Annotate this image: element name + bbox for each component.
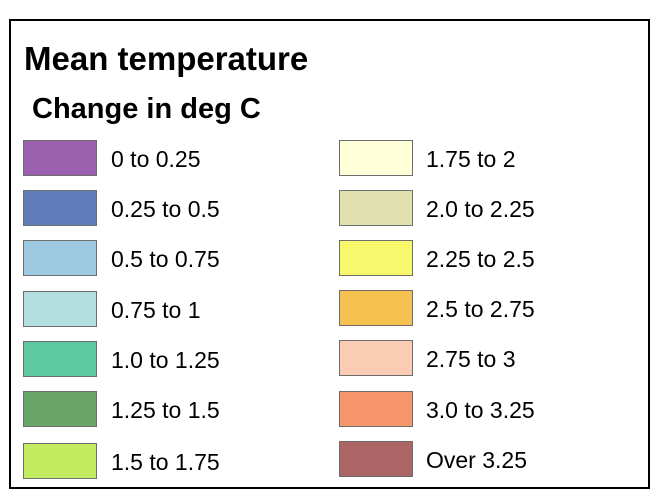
legend-item-label: 0.5 to 0.75 <box>111 246 220 272</box>
color-swatch <box>23 391 97 427</box>
color-swatch <box>339 290 413 326</box>
color-swatch <box>339 441 413 477</box>
legend-item: 2.0 to 2.25 <box>339 190 639 228</box>
legend-item-label: 2.0 to 2.25 <box>426 196 535 222</box>
legend-item-label: 2.5 to 2.75 <box>426 296 535 322</box>
legend-item: 0.25 to 0.5 <box>23 190 323 228</box>
legend-item-label: 0.75 to 1 <box>111 297 201 323</box>
color-swatch <box>339 240 413 276</box>
color-swatch <box>339 140 413 176</box>
color-swatch <box>339 190 413 226</box>
legend-item-label: 2.75 to 3 <box>426 346 516 372</box>
legend-item: 0.75 to 1 <box>23 291 323 329</box>
color-swatch <box>23 443 97 479</box>
legend-item: 0.5 to 0.75 <box>23 240 323 278</box>
legend-item-label: Over 3.25 <box>426 447 527 473</box>
color-swatch <box>23 140 97 176</box>
legend-item: 1.0 to 1.25 <box>23 341 323 379</box>
color-swatch <box>23 190 97 226</box>
legend-item-label: 3.0 to 3.25 <box>426 397 535 423</box>
legend-item: 2.25 to 2.5 <box>339 240 639 278</box>
legend-item-label: 0 to 0.25 <box>111 146 201 172</box>
legend-item: 0 to 0.25 <box>23 140 323 178</box>
legend-item: Over 3.25 <box>339 441 639 479</box>
color-swatch <box>339 340 413 376</box>
color-swatch <box>339 391 413 427</box>
legend-item-label: 1.5 to 1.75 <box>111 449 220 475</box>
legend-title: Mean temperature <box>24 40 309 77</box>
legend-item: 1.25 to 1.5 <box>23 391 323 429</box>
legend-item: 2.5 to 2.75 <box>339 290 639 328</box>
legend-item: 1.75 to 2 <box>339 140 639 178</box>
legend-item-label: 2.25 to 2.5 <box>426 246 535 272</box>
legend-item-label: 1.0 to 1.25 <box>111 347 220 373</box>
legend-panel <box>9 19 650 489</box>
color-swatch <box>23 240 97 276</box>
color-swatch <box>23 291 97 327</box>
color-swatch <box>23 341 97 377</box>
legend-item: 1.5 to 1.75 <box>23 443 323 481</box>
legend-item: 3.0 to 3.25 <box>339 391 639 429</box>
legend-item-label: 1.75 to 2 <box>426 146 516 172</box>
legend-item: 2.75 to 3 <box>339 340 639 378</box>
legend-item-label: 1.25 to 1.5 <box>111 397 220 423</box>
legend-subtitle: Change in deg C <box>32 93 261 125</box>
legend-item-label: 0.25 to 0.5 <box>111 196 220 222</box>
